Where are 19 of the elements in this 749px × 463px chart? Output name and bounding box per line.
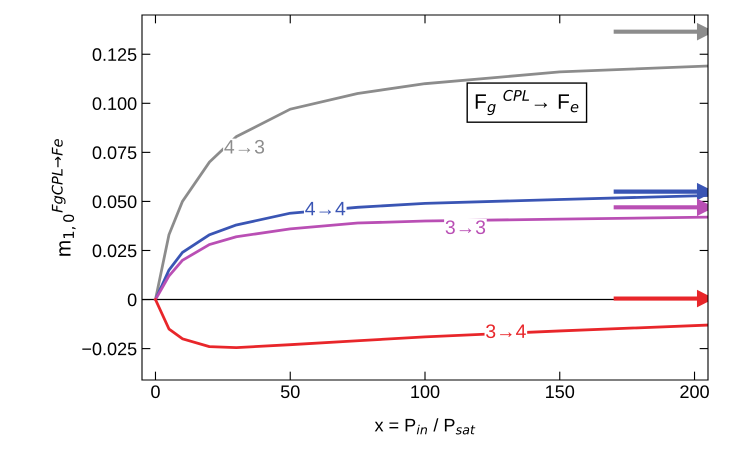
y-tick-label: 0.025 [92, 244, 136, 258]
y-tick-label: 0 [128, 293, 136, 306]
y-axis-title: m$_{1,0}$$^{FgCPL→Fe}$ [52, 139, 76, 256]
x-tick-label: 50 [280, 385, 300, 398]
annotation: 3→3 [446, 220, 486, 234]
annotation: 3→4 [486, 324, 526, 338]
x-axis-title: x = P$_{in}$ / P$_{sat}$ [374, 418, 476, 434]
x-tick-label: 200 [680, 385, 709, 398]
annotation: F$_{g}$ $^{CPL}$→ F$_{e}$ [476, 90, 578, 116]
y-tick-label: 0.100 [92, 97, 136, 110]
x-tick-label: 150 [546, 385, 574, 398]
x-tick-label: 100 [411, 385, 440, 398]
annotation: 4→3 [224, 140, 264, 154]
y-tick-label: 0.075 [92, 146, 136, 160]
x-tick-label: 0 [151, 385, 160, 398]
annotation: 4→4 [305, 202, 346, 216]
y-tick-label: −0.025 [82, 342, 136, 356]
y-tick-label: 0.125 [92, 48, 136, 61]
y-tick-label: 0.050 [92, 195, 136, 208]
